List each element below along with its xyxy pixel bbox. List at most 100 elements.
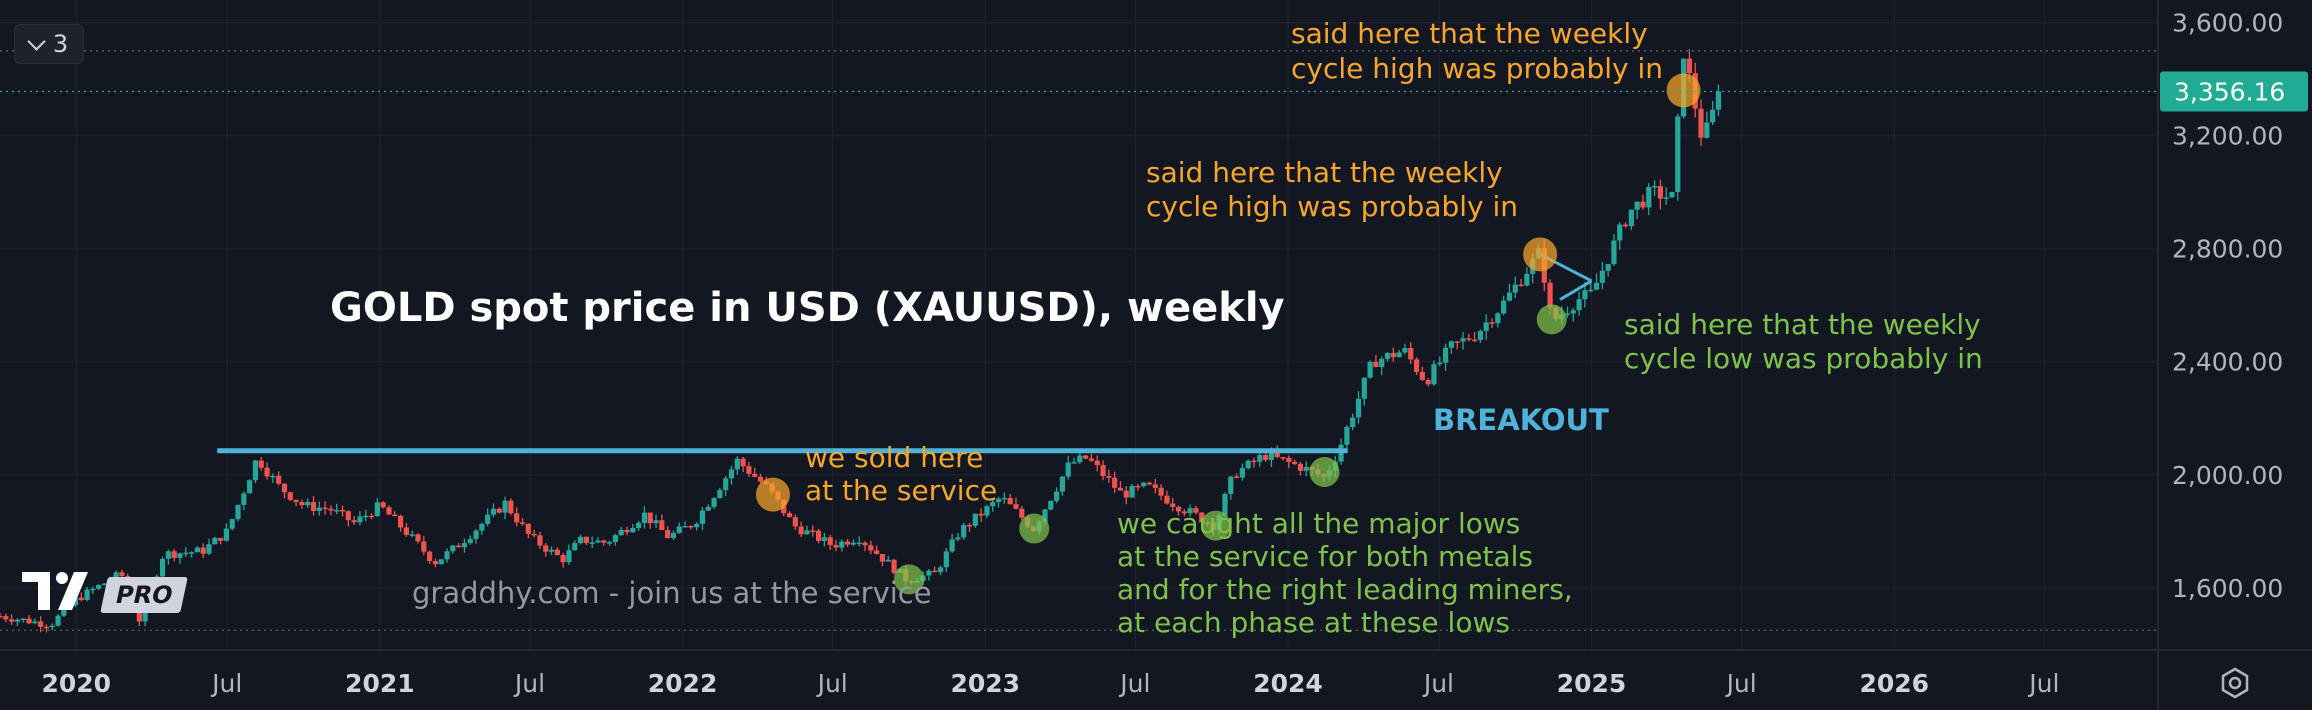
y-tick-label: 2,000.00 bbox=[2172, 461, 2283, 490]
candle bbox=[850, 542, 857, 545]
candle bbox=[200, 547, 206, 554]
candle bbox=[1472, 339, 1478, 342]
candle bbox=[461, 543, 468, 548]
candle bbox=[717, 490, 723, 498]
candle bbox=[1628, 209, 1634, 227]
candle bbox=[630, 528, 636, 533]
candle bbox=[868, 545, 874, 551]
candle bbox=[688, 525, 694, 528]
candle bbox=[1286, 458, 1292, 462]
candle bbox=[0, 616, 3, 618]
candle bbox=[1077, 455, 1083, 463]
candle bbox=[1367, 361, 1373, 378]
candle bbox=[1257, 455, 1263, 462]
candle bbox=[1501, 300, 1507, 314]
candle bbox=[1292, 461, 1298, 464]
candle bbox=[560, 555, 566, 563]
candle bbox=[1117, 487, 1124, 491]
green-marker bbox=[893, 564, 924, 595]
candle bbox=[659, 520, 665, 531]
candle bbox=[43, 626, 50, 629]
candle bbox=[1466, 338, 1472, 340]
candle bbox=[734, 458, 740, 470]
candle bbox=[1059, 476, 1066, 492]
candle bbox=[1489, 322, 1495, 324]
candle bbox=[1547, 282, 1553, 308]
candle bbox=[694, 523, 700, 528]
candle bbox=[339, 509, 346, 512]
breakout-label: BREAKOUT bbox=[1433, 403, 1609, 437]
candle bbox=[49, 625, 55, 628]
candle bbox=[1181, 511, 1187, 514]
note-high1-line1: said here that the weekly bbox=[1146, 156, 1503, 189]
annotation-texts: GOLD spot price in USD (XAUUSD), weekly … bbox=[330, 17, 1983, 639]
candle bbox=[299, 502, 305, 506]
candle bbox=[833, 545, 839, 548]
candle bbox=[84, 589, 90, 600]
candle bbox=[1710, 109, 1716, 123]
candle bbox=[258, 460, 264, 468]
candle bbox=[566, 550, 572, 563]
candle bbox=[1402, 347, 1408, 353]
candle bbox=[113, 572, 119, 581]
candle bbox=[1477, 331, 1484, 340]
candle bbox=[525, 523, 531, 534]
candle bbox=[1233, 476, 1240, 478]
candle bbox=[450, 545, 456, 552]
candle bbox=[531, 533, 537, 536]
candle bbox=[1512, 284, 1518, 293]
candle bbox=[537, 535, 543, 546]
tradingview-logo[interactable]: PRO bbox=[22, 571, 189, 617]
candle bbox=[281, 483, 288, 493]
candle bbox=[856, 542, 862, 545]
candles-layer bbox=[0, 49, 1722, 633]
candle bbox=[438, 559, 444, 565]
candle bbox=[990, 502, 996, 507]
candle bbox=[159, 558, 166, 577]
candle bbox=[473, 530, 479, 539]
candle bbox=[705, 506, 711, 511]
candle bbox=[1135, 485, 1141, 488]
candle bbox=[839, 541, 845, 548]
candle bbox=[403, 527, 409, 535]
candle bbox=[1715, 91, 1722, 110]
candle bbox=[1239, 468, 1245, 478]
candle bbox=[1355, 398, 1362, 418]
candle bbox=[792, 517, 798, 527]
interval-count: 3 bbox=[52, 30, 69, 58]
candle bbox=[862, 542, 868, 546]
y-tick-label: 2,400.00 bbox=[2172, 348, 2283, 377]
interval-toggle-button[interactable]: 3 bbox=[14, 24, 84, 64]
candle bbox=[1297, 463, 1304, 471]
candle bbox=[1640, 201, 1646, 208]
candle bbox=[1170, 503, 1176, 507]
candle bbox=[409, 534, 415, 536]
candle bbox=[14, 619, 21, 622]
chart-settings-icon[interactable] bbox=[2217, 665, 2253, 701]
candle bbox=[1263, 455, 1269, 460]
candle bbox=[891, 559, 897, 573]
x-tick-label: Jul bbox=[2027, 669, 2059, 698]
candle bbox=[1187, 508, 1193, 514]
candle bbox=[1506, 292, 1513, 301]
candle bbox=[1373, 361, 1379, 368]
annotations-layer bbox=[217, 73, 1701, 595]
candle bbox=[386, 507, 392, 515]
note-high2-line2: cycle high was probably in bbox=[1291, 52, 1663, 85]
x-tick-label: Jul bbox=[210, 669, 242, 698]
candle bbox=[943, 551, 949, 568]
candle bbox=[3, 616, 9, 620]
candle bbox=[427, 551, 433, 562]
candle bbox=[1280, 457, 1286, 459]
candle bbox=[1042, 509, 1048, 522]
candle bbox=[1251, 460, 1257, 463]
candle bbox=[1605, 264, 1611, 271]
candle bbox=[972, 513, 978, 526]
candle bbox=[1425, 379, 1431, 385]
candle bbox=[1361, 377, 1367, 399]
candle bbox=[1588, 289, 1594, 292]
candle bbox=[624, 529, 630, 533]
candle bbox=[90, 588, 96, 591]
